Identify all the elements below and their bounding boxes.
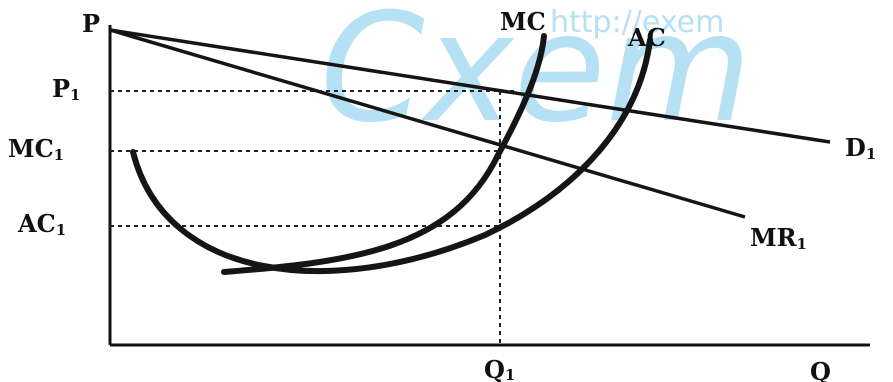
demand-label-sub: 1 <box>866 145 876 163</box>
q1-label-main: Q <box>484 355 505 382</box>
mc1-label-sub: 1 <box>54 146 64 164</box>
demand-line <box>109 28 831 144</box>
mr-label-sub: 1 <box>797 235 807 253</box>
demand-label-main: D <box>845 133 866 162</box>
demand-label: D1 <box>845 133 876 163</box>
ac1-label-main: AC <box>17 209 56 238</box>
mr-label-main: MR <box>750 223 798 252</box>
price-axis-label: P <box>82 9 100 38</box>
average-cost-curve <box>130 37 653 275</box>
mr-label: MR1 <box>750 223 807 253</box>
mc1-label-main: MC <box>8 134 54 163</box>
p1-label: P1 <box>52 74 80 104</box>
mc-curve-label: MC <box>500 7 546 36</box>
q1-label-sub: 1 <box>505 366 515 382</box>
ac1-label-sub: 1 <box>56 221 66 239</box>
q1-label: Q1 <box>484 355 515 382</box>
p1-label-main: P <box>52 74 70 103</box>
ac1-label: AC1 <box>17 209 66 239</box>
p1-label-sub: 1 <box>70 86 80 104</box>
mc1-label: MC1 <box>8 134 64 164</box>
marginal-revenue-line <box>109 28 746 219</box>
watermark-small-text: http://exem <box>550 5 724 40</box>
quantity-axis-label: Q <box>810 357 831 382</box>
ac-curve-label: AC <box>627 23 666 52</box>
watermark: Cxem http://exem <box>320 0 752 156</box>
marginal-cost-curve <box>221 33 547 275</box>
